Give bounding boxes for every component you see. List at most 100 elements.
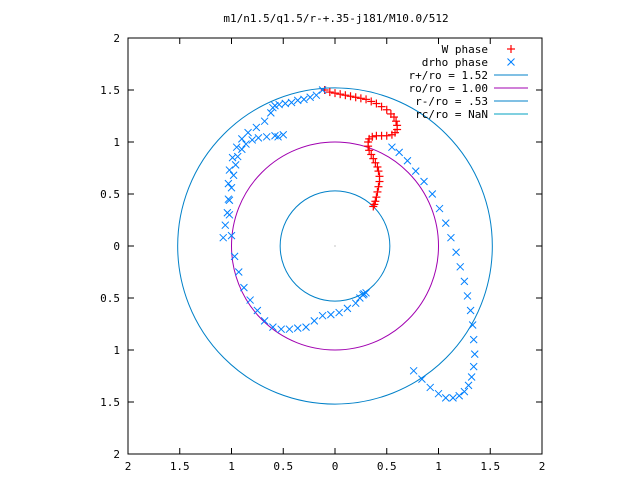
- data-point: [302, 323, 310, 331]
- data-point-stroke: [253, 306, 262, 315]
- data-point: [387, 130, 396, 139]
- data-point-stroke: [269, 323, 277, 331]
- data-point-stroke: [449, 393, 457, 402]
- data-point: [388, 143, 396, 152]
- data-point: [229, 171, 238, 180]
- data-point: [403, 156, 412, 165]
- data-point-stroke: [441, 219, 450, 227]
- data-point: [262, 132, 271, 141]
- reference-circles: [177, 87, 493, 405]
- data-point: [228, 153, 237, 162]
- data-point-stroke: [469, 362, 478, 371]
- data-point-stroke: [287, 98, 296, 107]
- x-tick-label: 2: [539, 460, 546, 473]
- data-point: [456, 262, 465, 271]
- data-point: [279, 130, 288, 139]
- data-point: [343, 304, 352, 313]
- data-point-stroke: [418, 375, 426, 383]
- legend-label: r-/ro = .53: [415, 95, 488, 108]
- data-point-stroke: [300, 95, 308, 104]
- data-point: [365, 146, 374, 155]
- data-point: [373, 162, 382, 171]
- data-point: [325, 88, 334, 97]
- data-point-stroke: [507, 58, 515, 66]
- data-point: [449, 393, 457, 402]
- data-point: [293, 324, 302, 333]
- data-point: [234, 268, 243, 276]
- data-point: [266, 109, 275, 117]
- data-point: [389, 113, 398, 122]
- data-point: [346, 92, 355, 101]
- data-point: [240, 283, 248, 292]
- data-point-stroke: [285, 325, 294, 334]
- data-point: [464, 381, 473, 390]
- data-point-stroke: [248, 136, 257, 144]
- x-tick-label: 1: [228, 460, 235, 473]
- data-point: [469, 362, 478, 371]
- y-tick-label: 1: [113, 136, 120, 149]
- data-point: [224, 179, 233, 188]
- data-point: [223, 208, 232, 217]
- data-point-stroke: [277, 325, 286, 334]
- chart-title: m1/n1.5/q1.5/r-+.35-j181/M10.0/512: [223, 12, 448, 25]
- center-point: [334, 245, 336, 247]
- data-point-stroke: [274, 132, 282, 141]
- data-point: [426, 383, 435, 392]
- data-point-stroke: [395, 148, 404, 157]
- data-point-stroke: [229, 171, 238, 180]
- axis-ticks: 2 1.5 1 0.5 0 0.5 1 1.5 221.510.500.511.52: [100, 32, 545, 473]
- data-point: [452, 248, 460, 257]
- data-point-stroke: [252, 123, 261, 132]
- data-point-stroke: [246, 296, 254, 304]
- data-point: [362, 95, 371, 104]
- data-point-stroke: [225, 166, 234, 174]
- data-point: [336, 90, 345, 99]
- data-point-stroke: [269, 103, 277, 112]
- data-point: [463, 292, 472, 300]
- data-point: [395, 148, 404, 157]
- data-point-stroke: [420, 177, 428, 186]
- data-point: [269, 103, 277, 112]
- data-point-stroke: [281, 99, 290, 108]
- data-point: [374, 182, 383, 191]
- data-point: [375, 177, 384, 186]
- data-point: [377, 102, 386, 111]
- data-point: [287, 98, 296, 107]
- data-point-stroke: [254, 133, 263, 142]
- data-point: [460, 277, 469, 286]
- data-point-stroke: [464, 381, 473, 390]
- data-point: [318, 86, 327, 94]
- data-point-stroke: [293, 96, 302, 105]
- data-point: [420, 177, 428, 186]
- data-point-stroke: [434, 389, 443, 398]
- data-point: [260, 117, 269, 126]
- data-point-stroke: [224, 179, 233, 188]
- data-point: [230, 252, 239, 261]
- data-point: [277, 325, 286, 334]
- data-point-stroke: [351, 299, 360, 308]
- data-point: [428, 190, 437, 198]
- data-point: [260, 317, 269, 325]
- data-point-stroke: [460, 387, 469, 396]
- x-tick-label: 0.5: [377, 460, 397, 473]
- data-point-stroke: [463, 292, 472, 300]
- data-point: [435, 204, 444, 213]
- y-tick-label: 1.5: [100, 396, 120, 409]
- data-point: [469, 335, 478, 344]
- data-point-stroke: [452, 248, 460, 257]
- data-point: [269, 323, 277, 331]
- data-point-stroke: [466, 306, 475, 315]
- data-point-stroke: [460, 277, 469, 286]
- data-point-stroke: [403, 156, 412, 165]
- data-point-stroke: [230, 252, 239, 261]
- data-point-stroke: [318, 311, 327, 320]
- data-point: [300, 95, 308, 104]
- data-point: [382, 105, 391, 114]
- data-point-stroke: [360, 289, 368, 298]
- data-point: [392, 117, 401, 126]
- data-point: [507, 58, 515, 66]
- data-point-stroke: [232, 143, 241, 152]
- data-point-stroke: [260, 317, 269, 325]
- data-point: [441, 393, 450, 402]
